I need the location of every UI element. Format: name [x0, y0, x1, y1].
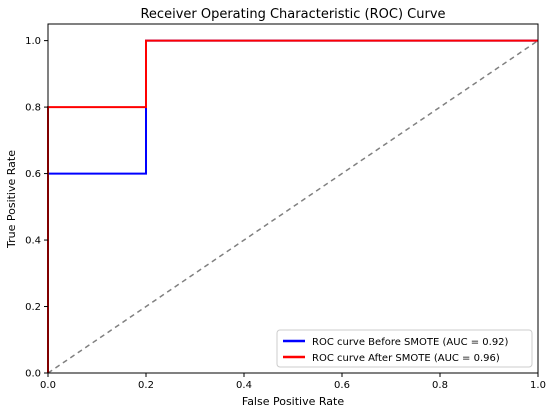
chart-title: Receiver Operating Characteristic (ROC) … — [140, 7, 445, 22]
y-tick-label: 0.8 — [25, 103, 41, 114]
legend-box — [276, 329, 533, 368]
x-tick-label: 0.0 — [40, 380, 56, 391]
y-tick-label: 0.6 — [25, 169, 41, 180]
y-axis-ticks: 0.0 0.2 0.4 0.6 0.8 1.0 — [25, 36, 48, 380]
x-tick-label: 0.2 — [138, 380, 154, 391]
y-tick-label: 0.2 — [25, 302, 41, 313]
x-tick-label: 0.8 — [432, 380, 448, 391]
x-tick-label: 1.0 — [530, 380, 546, 391]
y-tick-label: 0.0 — [25, 369, 41, 380]
x-axis-label: False Positive Rate — [242, 395, 344, 408]
y-tick-label: 0.4 — [25, 236, 41, 247]
legend: ROC curve Before SMOTE (AUC = 0.92) ROC … — [276, 329, 533, 368]
legend-label-after: ROC curve After SMOTE (AUC = 0.96) — [312, 353, 500, 364]
x-tick-label: 0.4 — [236, 380, 252, 391]
x-tick-label: 0.6 — [334, 380, 350, 391]
y-axis-label: True Positive Rate — [5, 150, 18, 249]
legend-label-before: ROC curve Before SMOTE (AUC = 0.92) — [312, 337, 509, 348]
x-axis-ticks: 0.0 0.2 0.4 0.6 0.8 1.0 — [40, 373, 546, 391]
plot-area — [48, 24, 538, 373]
plot-frame — [47, 23, 539, 374]
y-tick-label: 1.0 — [25, 36, 41, 47]
